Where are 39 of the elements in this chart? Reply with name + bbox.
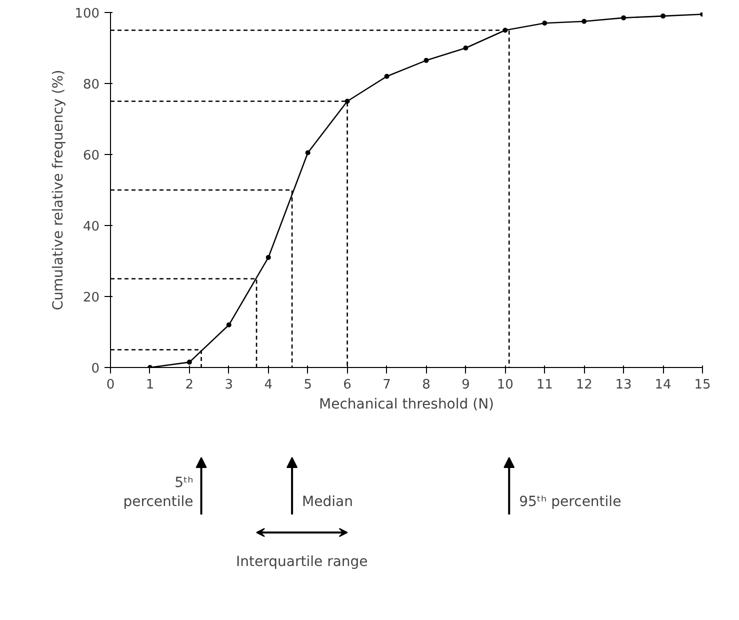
y-tick-label: 100 [74, 6, 100, 22]
y-tick-label: 80 [82, 78, 100, 92]
x-tick-label: 8 [422, 378, 430, 392]
point [305, 150, 310, 156]
y-tick-label: 60 [82, 148, 100, 164]
x-tick-label: 10 [496, 378, 514, 392]
text: Interquartile range [236, 554, 368, 570]
y-tick-label: 0 [91, 362, 100, 376]
x-tick-label: 12 [576, 378, 592, 392]
text: 95ᵗʰ percentile [519, 494, 622, 510]
x-tick-label: 2 [185, 378, 194, 392]
x-tick-label: 14 [654, 378, 672, 392]
point [582, 18, 587, 24]
x-tick-label: 7 [382, 378, 391, 392]
point [463, 46, 468, 50]
x-axis-title: Mechanical threshold (N) [319, 396, 494, 412]
point [226, 322, 232, 328]
y-axis-title: Cumulative relative frequency (%) [50, 70, 67, 310]
y-tick-label: 40 [82, 220, 100, 234]
y-tick-label: 20 [82, 290, 100, 306]
x-tick-label: 5 [304, 378, 312, 392]
text: Median [302, 494, 353, 510]
x-tick-label: 11 [536, 378, 553, 392]
x-tick-label: 4 [264, 378, 273, 392]
x-tick-label: 13 [615, 378, 632, 392]
point [384, 74, 390, 79]
point [542, 20, 548, 26]
x-tick-label: 1 [146, 378, 154, 392]
x-tick-label: 9 [462, 378, 470, 392]
point [660, 14, 666, 19]
x-tick-label: 0 [106, 378, 115, 392]
x-tick-label: 6 [343, 378, 352, 392]
point [266, 254, 271, 260]
point [424, 58, 429, 63]
x-tick-label: 15 [694, 378, 711, 392]
x-tick-label: 3 [224, 378, 234, 392]
point [621, 15, 626, 20]
text: 5ᵗʰ percentile [123, 474, 194, 510]
point [186, 360, 192, 365]
